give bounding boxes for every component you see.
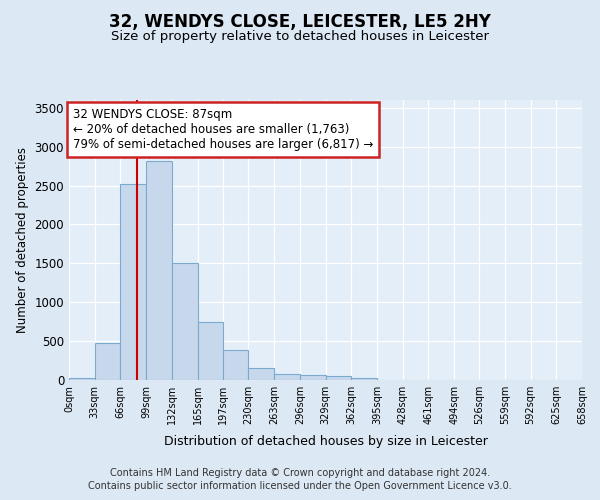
Bar — [351, 378, 377, 380]
Text: Size of property relative to detached houses in Leicester: Size of property relative to detached ho… — [111, 30, 489, 43]
Bar — [248, 368, 274, 380]
Bar — [325, 376, 351, 380]
X-axis label: Distribution of detached houses by size in Leicester: Distribution of detached houses by size … — [164, 436, 487, 448]
Text: 32 WENDYS CLOSE: 87sqm
← 20% of detached houses are smaller (1,763)
79% of semi-: 32 WENDYS CLOSE: 87sqm ← 20% of detached… — [73, 108, 373, 151]
Bar — [95, 342, 121, 380]
Text: Contains HM Land Registry data © Crown copyright and database right 2024.: Contains HM Land Registry data © Crown c… — [110, 468, 490, 477]
Y-axis label: Number of detached properties: Number of detached properties — [16, 147, 29, 333]
Bar — [274, 374, 300, 380]
Bar — [172, 264, 197, 380]
Bar — [121, 184, 146, 380]
Text: 32, WENDYS CLOSE, LEICESTER, LE5 2HY: 32, WENDYS CLOSE, LEICESTER, LE5 2HY — [109, 12, 491, 30]
Bar — [197, 322, 223, 380]
Bar — [223, 350, 248, 380]
Text: Contains public sector information licensed under the Open Government Licence v3: Contains public sector information licen… — [88, 481, 512, 491]
Bar — [146, 160, 172, 380]
Bar — [69, 378, 95, 380]
Bar — [300, 375, 325, 380]
